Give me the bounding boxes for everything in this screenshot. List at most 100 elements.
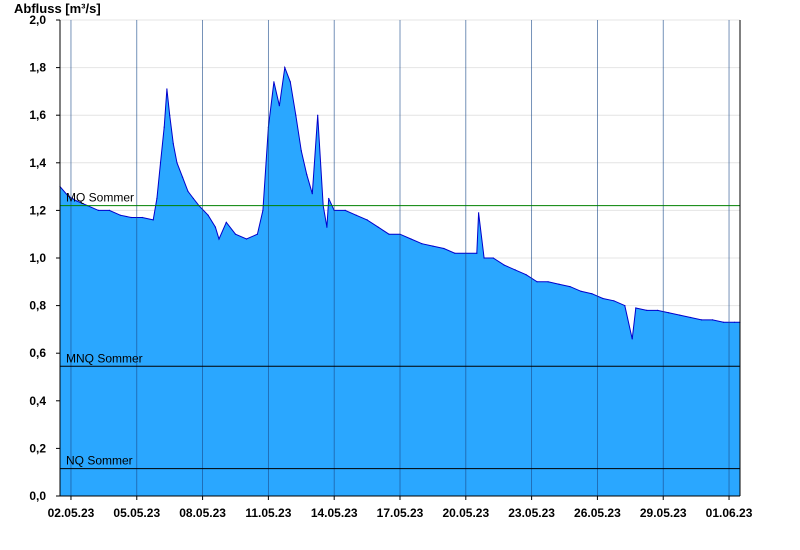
data-point [421,243,423,245]
reference-lines-layer: MQ Sommer MNQ Sommer NQ Sommer [60,20,740,496]
y-tick-label: 0,8 [29,299,46,313]
data-point [443,247,445,250]
data-point [300,150,302,152]
data-point [169,114,171,116]
data-point [624,305,626,307]
axis-layer [56,19,741,500]
data-point [580,290,582,292]
data-point [256,233,258,235]
data-point [635,307,637,309]
data-point [152,219,154,221]
data-point [75,200,78,202]
data-point [525,274,527,276]
x-tick-label: 20.05.23 [442,506,489,520]
data-point [355,214,357,216]
data-point [328,197,330,200]
data-point [712,319,714,321]
y-tick-label: 1,6 [29,108,46,122]
x-tick-label: 05.05.23 [113,506,160,520]
y-tick-label: 2,0 [29,13,46,27]
data-point [646,309,648,311]
data-point [631,338,633,340]
data-point [207,214,209,216]
y-tick-label: 1,0 [29,251,46,265]
data-point [141,216,143,219]
x-tick-label: 01.06.23 [706,506,753,520]
x-tick-label: 17.05.23 [377,506,424,520]
data-point [536,281,538,283]
y-tick-label: 1,2 [29,203,46,217]
data-point [366,219,368,221]
data-point [119,214,121,216]
data-point [311,193,313,195]
data-point [602,297,604,300]
data-point [108,209,110,211]
data-point [214,226,216,228]
x-tick-label: 02.05.23 [48,506,95,520]
data-point [679,314,681,316]
y-tick-label: 0,4 [29,394,46,408]
reference-line-label: NQ Sommer [66,454,133,468]
data-point [558,283,560,285]
data-point [344,209,346,211]
data-point [701,319,703,321]
y-tick-label: 1,8 [29,61,46,75]
tick-labels-layer: 0,0 0,2 0,4 0,6 0,8 1,0 1,2 1,4 1,6 1,8 2,0 02.05.2… [29,13,752,520]
data-point [273,81,275,83]
data-point [97,209,99,211]
reference-line-label: MQ Sommer [66,191,134,205]
data-point [514,269,516,271]
reference-line-label: MNQ Sommer [66,351,143,365]
data-point [225,221,227,223]
x-tick-label: 11.05.23 [245,506,291,520]
data-point [156,197,158,200]
data-point [503,264,505,266]
data-point [295,114,297,116]
data-point [317,114,319,116]
data-point [172,143,174,145]
x-tick-label: 08.05.23 [179,506,226,520]
data-point [478,212,480,214]
data-point [306,174,308,176]
y-tick-label: 0,0 [29,489,46,503]
data-point [722,321,725,323]
data-point [547,281,549,283]
data-point [476,252,478,254]
data-point [166,88,168,90]
data-point [176,162,178,164]
data-point [234,233,237,235]
y-axis-title: Abfluss [m³/s] [14,1,101,16]
data-point [591,293,593,295]
data-point [326,226,328,228]
data-point [192,197,194,200]
data-point [163,126,165,128]
y-tick-label: 1,4 [29,156,46,170]
data-point [432,245,434,247]
y-tick-label: 0,6 [29,346,46,360]
data-point [284,67,286,69]
data-point [613,300,615,302]
data-point [657,309,659,311]
data-point [483,257,485,259]
data-point [388,233,390,235]
data-point [130,216,132,219]
data-point [262,209,264,211]
data-point [181,176,184,178]
data-point [159,162,162,164]
y-tick-label: 0,2 [29,441,46,455]
x-tick-label: 29.05.23 [640,506,687,520]
data-point [410,238,412,240]
x-tick-label: 23.05.23 [508,506,555,520]
data-point [668,312,670,314]
data-point [67,195,69,197]
data-point [187,190,189,192]
data-point [245,238,248,240]
x-tick-label: 14.05.23 [311,506,358,520]
data-point [733,321,736,323]
data-point [569,286,571,288]
data-point [690,316,692,319]
data-point [218,238,220,240]
data-point [377,226,379,228]
x-tick-label: 26.05.23 [574,506,621,520]
